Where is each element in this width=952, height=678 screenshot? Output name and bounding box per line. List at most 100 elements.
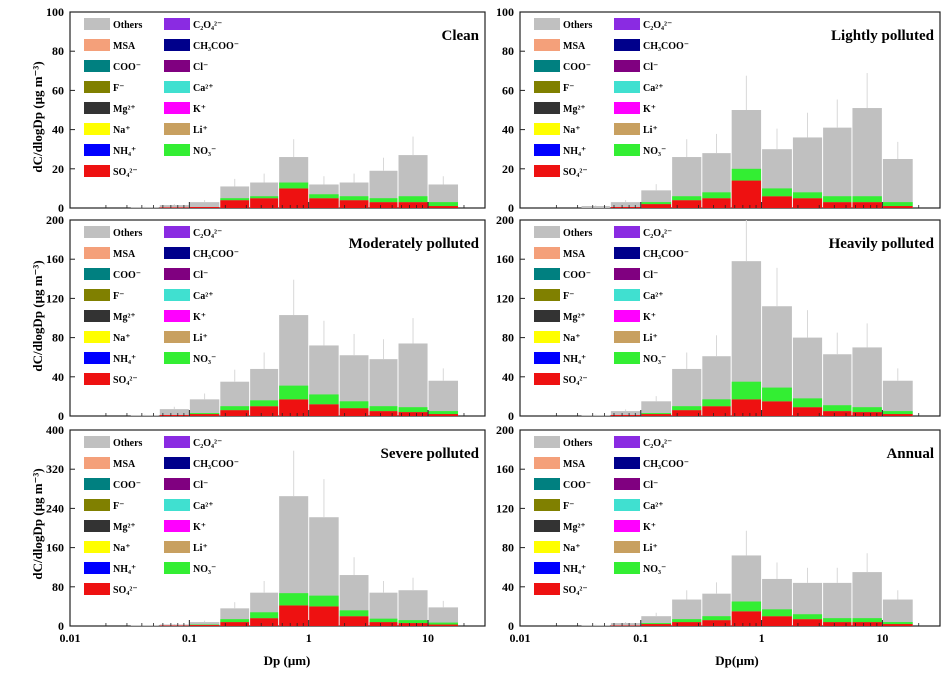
- legend-swatch: [84, 352, 110, 364]
- bar-others: [852, 347, 882, 416]
- legend-swatch: [534, 289, 560, 301]
- bar-segment: [882, 411, 913, 415]
- legend-swatch: [164, 562, 190, 574]
- bar-segment: [702, 616, 731, 621]
- legend-swatch: [534, 268, 560, 280]
- bar-others: [641, 401, 672, 416]
- y-tick-label: 100: [496, 5, 514, 19]
- legend-swatch: [84, 457, 110, 469]
- legend-swatch: [84, 268, 110, 280]
- legend-swatch: [614, 18, 640, 30]
- bar-segment: [428, 622, 459, 625]
- bar-segment: [250, 406, 279, 416]
- legend-swatch: [84, 165, 110, 177]
- x-tick-label: 0.1: [633, 631, 648, 645]
- legend-label: Na⁺: [563, 333, 581, 344]
- bar-others: [882, 380, 913, 416]
- legend-swatch: [164, 310, 190, 322]
- legend-swatch: [614, 478, 640, 490]
- y-tick-label: 200: [46, 213, 64, 227]
- bar-segment: [882, 202, 913, 207]
- bar-segment: [762, 196, 792, 208]
- y-tick-label: 0: [58, 201, 64, 215]
- legend-swatch: [534, 478, 560, 490]
- legend-label: COO⁻: [563, 270, 591, 281]
- legend-label: Ca²⁺: [643, 83, 664, 94]
- bar-segment: [731, 168, 762, 181]
- bar-segment: [369, 202, 398, 208]
- bar-segment: [279, 605, 309, 626]
- legend-label: NH₄⁺: [113, 146, 136, 157]
- y-tick-label: 80: [52, 580, 64, 594]
- legend-swatch: [534, 247, 560, 259]
- bar-others: [428, 380, 459, 416]
- x-tick-label: 1: [759, 631, 765, 645]
- bar-segment: [339, 408, 369, 416]
- legend-swatch: [164, 39, 190, 51]
- legend: Others C₂O₄²⁻ MSA CH₃COO⁻ COO⁻ Cl⁻ F⁻ Ca²⁺ Mg²⁺ K…: [534, 436, 689, 596]
- bar-segment: [882, 624, 913, 626]
- legend-swatch: [84, 478, 110, 490]
- legend-label: NO₃⁻: [193, 354, 216, 365]
- y-tick-label: 0: [508, 201, 514, 215]
- legend-label: K⁺: [193, 312, 206, 323]
- bar-segment: [398, 407, 428, 413]
- y-tick-label: 120: [496, 291, 514, 305]
- bar-segment: [220, 200, 250, 208]
- legend-swatch: [614, 331, 640, 343]
- y-tick-label: 120: [46, 291, 64, 305]
- legend-label: K⁺: [643, 104, 656, 115]
- legend-swatch: [84, 123, 110, 135]
- bar-others: [852, 108, 882, 208]
- legend-swatch: [84, 39, 110, 51]
- bar-others: [610, 623, 641, 626]
- legend: Others C₂O₄²⁻ MSA CH₃COO⁻ COO⁻ Cl⁻ F⁻ Ca²⁺ Mg²⁺ K…: [534, 18, 689, 178]
- bar-segment: [189, 207, 220, 208]
- legend-swatch: [614, 352, 640, 364]
- legend-swatch: [164, 499, 190, 511]
- legend-swatch: [164, 541, 190, 553]
- x-axis-title-right: Dp(μm): [715, 653, 758, 668]
- y-tick-label: 400: [46, 423, 64, 437]
- bar-segment: [610, 207, 641, 208]
- bar-segment: [250, 618, 279, 626]
- legend-label: COO⁻: [113, 62, 141, 73]
- legend-label: NH₄⁺: [113, 564, 136, 575]
- legend-swatch: [534, 18, 560, 30]
- legend-swatch: [534, 123, 560, 135]
- legend: Others C₂O₄²⁻ MSA CH₃COO⁻ COO⁻ Cl⁻ F⁻ Ca²⁺ Mg²⁺ K…: [84, 18, 239, 178]
- bar-others: [882, 159, 913, 208]
- legend-label: NH₄⁺: [563, 146, 586, 157]
- bar-segment: [250, 612, 279, 619]
- y-tick-label: 0: [58, 619, 64, 633]
- legend-swatch: [84, 81, 110, 93]
- legend-swatch: [534, 562, 560, 574]
- legend-label: C₂O₄²⁻: [193, 438, 222, 449]
- bar-others: [581, 206, 610, 208]
- y-tick-label: 60: [52, 83, 64, 97]
- y-tick-label: 80: [502, 44, 514, 58]
- bar-segment: [309, 198, 339, 208]
- legend-swatch: [164, 60, 190, 72]
- legend-swatch: [84, 583, 110, 595]
- legend-label: Na⁺: [113, 125, 131, 136]
- bar-segment: [792, 614, 823, 620]
- bar-segment: [220, 198, 250, 201]
- panel-2: 0 40 80 120 160 200 Moderately polluted Others C…: [46, 213, 486, 423]
- y-tick-label: 40: [502, 370, 514, 384]
- bar-segment: [852, 412, 882, 416]
- bar-segment: [672, 196, 702, 201]
- legend-swatch: [534, 436, 560, 448]
- legend-swatch: [164, 123, 190, 135]
- legend-label: MSA: [113, 459, 136, 470]
- legend-label: Na⁺: [563, 543, 581, 554]
- bar-segment: [702, 399, 731, 407]
- legend-swatch: [614, 144, 640, 156]
- legend-label: Cl⁻: [193, 270, 208, 281]
- bar-segment: [339, 196, 369, 201]
- bar-segment: [279, 593, 309, 606]
- legend-swatch: [614, 520, 640, 532]
- legend-label: CH₃COO⁻: [643, 459, 689, 470]
- legend-swatch: [164, 478, 190, 490]
- bar-segment: [369, 406, 398, 412]
